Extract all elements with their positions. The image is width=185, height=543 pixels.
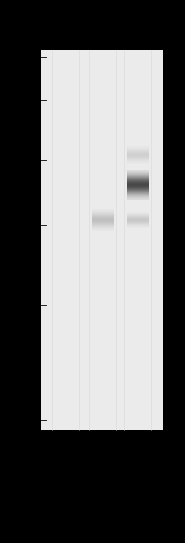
Text: 40-: 40- xyxy=(2,300,16,310)
Text: 116-: 116- xyxy=(2,155,21,165)
Text: 180: 180 xyxy=(2,96,18,104)
Text: 66-: 66- xyxy=(2,220,16,230)
Text: 230-: 230- xyxy=(2,53,21,61)
Text: -CSE1L: -CSE1L xyxy=(162,180,185,190)
Bar xyxy=(41,50,163,430)
Text: 12-: 12- xyxy=(2,415,16,425)
